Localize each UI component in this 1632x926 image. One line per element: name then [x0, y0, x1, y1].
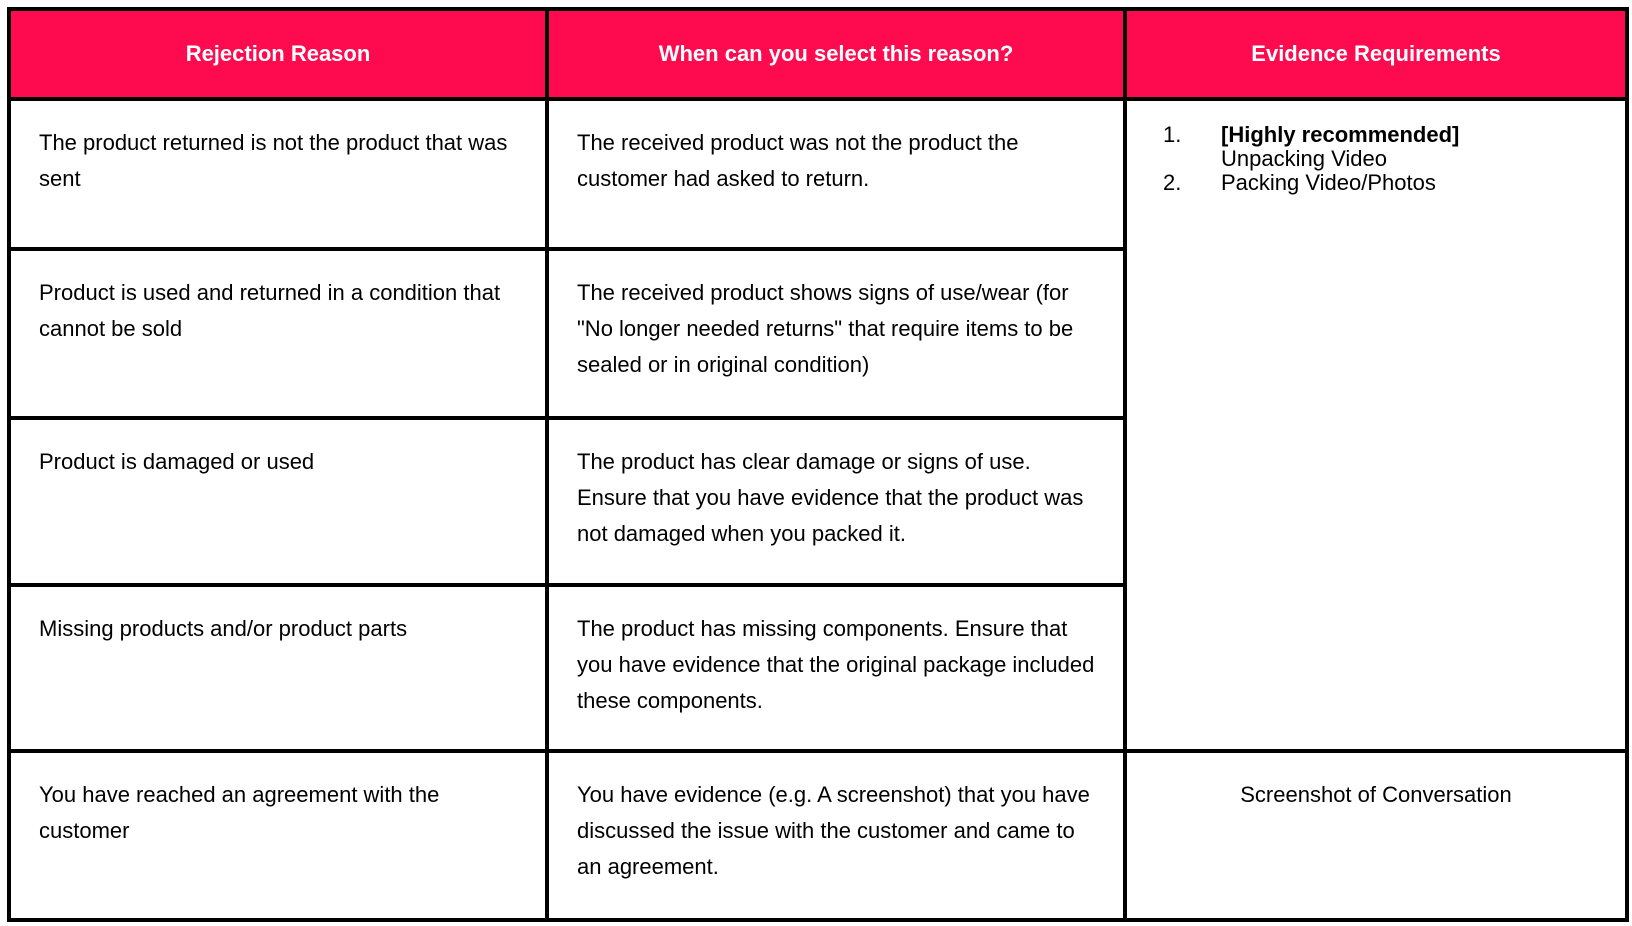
- table-row: Product is used and returned in a condit…: [7, 247, 1627, 420]
- evidence-item-emphasis: [Highly recommended]: [1221, 122, 1460, 147]
- evidence-list-item: 1. [Highly recommended] Unpacking Video: [1163, 123, 1597, 171]
- header-when-to-select: When can you select this reason?: [545, 7, 1127, 101]
- table-row: The product returned is not the product …: [7, 96, 1629, 754]
- reason-cell: Product is damaged or used: [7, 415, 549, 587]
- evidence-list-item: 2. Packing Video/Photos: [1163, 171, 1597, 195]
- reason-cell: The product returned is not the product …: [7, 96, 549, 252]
- evidence-list: 1. [Highly recommended] Unpacking Video …: [1163, 123, 1597, 195]
- when-cell: The received product was not the product…: [545, 96, 1127, 252]
- when-cell: You have evidence (e.g. A screenshot) th…: [545, 749, 1127, 922]
- rejection-reasons-table: Rejection Reason When can you select thi…: [7, 7, 1629, 922]
- evidence-item-text: Unpacking Video: [1221, 146, 1387, 171]
- evidence-item-number: 1.: [1163, 122, 1182, 147]
- reason-cell: Product is used and returned in a condit…: [7, 247, 549, 420]
- evidence-cell: Screenshot of Conversation: [1123, 749, 1629, 922]
- table-row: Product is damaged or used The product h…: [7, 415, 1627, 587]
- header-row: Rejection Reason When can you select thi…: [7, 7, 1629, 101]
- header-rejection-reason: Rejection Reason: [7, 7, 549, 101]
- evidence-item-number: 2.: [1163, 170, 1182, 195]
- evidence-item-text: Packing Video/Photos: [1221, 170, 1436, 195]
- table-row: You have reached an agreement with the c…: [7, 749, 1629, 922]
- table-row: Missing products and/or product parts Th…: [7, 582, 1627, 754]
- when-cell: The product has missing components. Ensu…: [545, 582, 1127, 754]
- when-cell: The received product shows signs of use/…: [545, 247, 1127, 420]
- reason-cell: You have reached an agreement with the c…: [7, 749, 549, 922]
- evidence-cell-group: 1. [Highly recommended] Unpacking Video …: [1123, 96, 1629, 754]
- when-cell: The product has clear damage or signs of…: [545, 415, 1127, 587]
- reason-cell: Missing products and/or product parts: [7, 582, 549, 754]
- header-evidence-requirements: Evidence Requirements: [1123, 7, 1629, 101]
